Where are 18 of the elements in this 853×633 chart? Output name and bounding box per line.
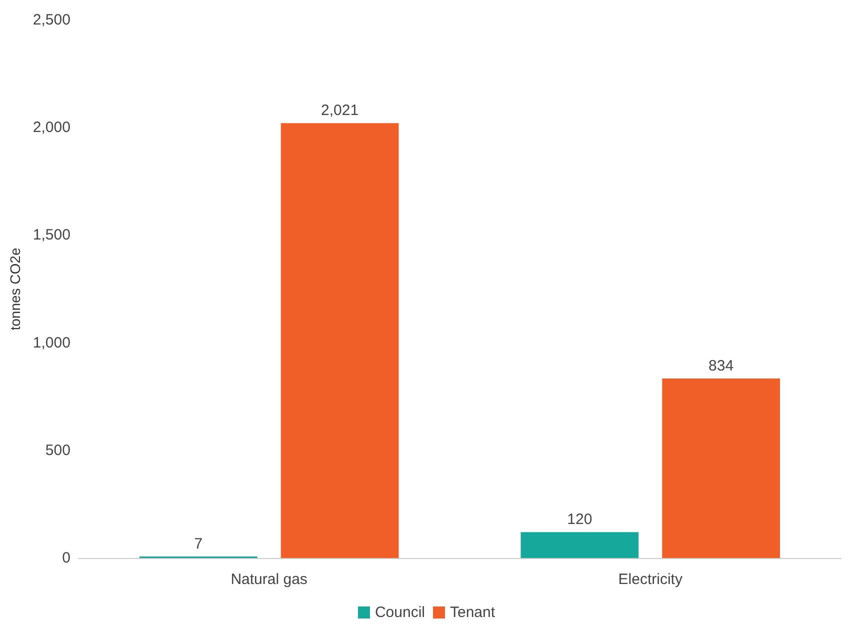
y-axis-title: tonnes CO2e [7, 248, 23, 330]
y-tick-label: 2,000 [32, 119, 70, 136]
data-label: 2,021 [321, 102, 359, 120]
y-tick-label: 500 [45, 442, 70, 459]
y-tick-label: 1,000 [32, 334, 70, 352]
bar [662, 378, 780, 558]
x-tick-label: Natural gas [230, 571, 308, 588]
y-tick-label: 0 [62, 550, 70, 566]
x-tick-label: Electricity [618, 571, 683, 588]
legend-label: Council [374, 604, 425, 621]
bar [280, 123, 399, 558]
data-label: 120 [567, 511, 592, 528]
y-tick-label: 1,500 [32, 226, 70, 244]
data-label: 834 [708, 358, 734, 375]
data-label: 7 [194, 535, 203, 552]
y-tick-label: 2,500 [32, 12, 70, 28]
bar [520, 532, 639, 558]
legend-label: Tenant [450, 604, 496, 621]
